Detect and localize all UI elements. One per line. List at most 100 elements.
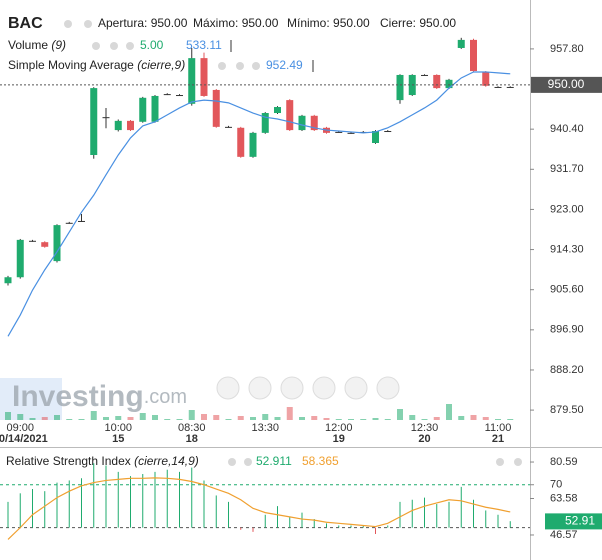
y-tick-label: 914.30 xyxy=(550,243,584,255)
icon[interactable] xyxy=(496,458,504,466)
volume-bar xyxy=(409,415,416,420)
y-tick-label: 957.80 xyxy=(550,43,584,55)
x-tick-label: 10:00 xyxy=(104,422,132,434)
legend-value: 5.00 xyxy=(140,38,164,52)
volume-bar xyxy=(348,419,354,420)
icon[interactable] xyxy=(236,62,244,70)
icon[interactable] xyxy=(92,42,100,50)
tool-button[interactable] xyxy=(376,376,400,400)
x-tick-day: 18 xyxy=(186,433,198,445)
y-tick-label: 63.58 xyxy=(550,492,578,504)
rsi-current-box xyxy=(545,513,602,530)
volume-bar xyxy=(5,412,11,420)
last-price-box xyxy=(531,76,602,93)
icon[interactable] xyxy=(218,62,226,70)
legend-value: 950.00 xyxy=(242,16,279,30)
volume-bar xyxy=(201,414,207,420)
candle-body xyxy=(163,94,171,96)
volume-bar xyxy=(225,419,232,420)
volume-bar xyxy=(433,417,440,420)
candle-body xyxy=(102,117,110,119)
legend-name: Simple Moving Average xyxy=(8,58,134,72)
icon[interactable] xyxy=(110,42,118,50)
volume-bar xyxy=(176,419,183,420)
y-tick-label: 46.57 xyxy=(550,529,578,541)
watermark-brand: Investing xyxy=(12,380,144,413)
legend-value: 950.00 xyxy=(151,16,188,30)
last-price-label: 950.00 xyxy=(548,77,585,91)
legend-label: Mínimo: xyxy=(287,16,330,30)
volume-bar xyxy=(397,409,403,420)
candle-body xyxy=(225,126,232,128)
volume-bar xyxy=(323,418,330,420)
candle-body xyxy=(188,58,196,104)
candle-body xyxy=(212,89,220,127)
volume-bar xyxy=(470,415,477,420)
icon[interactable] xyxy=(514,458,522,466)
sma-line xyxy=(7,71,511,337)
volume-bar xyxy=(311,416,318,420)
y-tick-label: 923.00 xyxy=(550,203,584,215)
volume-bar xyxy=(299,417,305,420)
x-tick-day: 20 xyxy=(418,433,430,445)
legend-value: 950.00 xyxy=(333,16,370,30)
candle-body xyxy=(384,131,392,133)
y-tick-label: 940.40 xyxy=(550,123,584,135)
candle-body xyxy=(261,113,269,133)
candle-body xyxy=(506,86,514,88)
volume-bar xyxy=(164,419,171,420)
icon[interactable] xyxy=(84,20,92,28)
tool-button[interactable] xyxy=(280,376,304,400)
candle-body xyxy=(176,95,183,97)
candle-body xyxy=(114,120,122,131)
candle-body xyxy=(53,225,61,262)
toolbar xyxy=(216,376,400,400)
legend-value: 950.00 xyxy=(419,16,456,30)
volume-bar xyxy=(103,417,109,420)
icon[interactable] xyxy=(126,42,134,50)
volume-bar xyxy=(127,417,134,420)
candle-body xyxy=(494,86,502,88)
rsi-current-label: 52.91 xyxy=(565,514,595,528)
icon[interactable] xyxy=(252,62,260,70)
y-tick-label: 905.60 xyxy=(550,284,584,296)
volume-bar xyxy=(507,419,514,420)
legend-params: (cierre,14,9) xyxy=(134,454,199,468)
volume-bar xyxy=(250,417,256,420)
icon[interactable] xyxy=(244,458,252,466)
candle-body xyxy=(139,97,147,122)
candle-body xyxy=(65,222,73,224)
legend-icons xyxy=(64,20,522,466)
volume-bar xyxy=(262,414,269,420)
candle-body xyxy=(298,115,306,131)
volume-bar xyxy=(372,418,379,420)
legend-value: 952.49 xyxy=(266,58,303,72)
y-tick-label: 70 xyxy=(550,479,562,491)
ohlc-legend: Mínimo: 950.00 xyxy=(287,16,370,30)
volume-legend: Volume (9) xyxy=(8,38,66,52)
rsi-signal-line xyxy=(7,477,511,540)
candle-body xyxy=(396,74,404,101)
volume-bar xyxy=(335,419,342,420)
tool-button[interactable] xyxy=(312,376,336,400)
x-tick-label: 11:00 xyxy=(485,422,512,434)
candle-body xyxy=(347,132,355,134)
icon[interactable] xyxy=(228,458,236,466)
y-tick-label: 888.20 xyxy=(550,364,584,376)
volume-bar xyxy=(78,419,85,420)
tool-button[interactable] xyxy=(248,376,272,400)
volume-bar xyxy=(66,419,73,420)
candle-body xyxy=(372,131,379,144)
legend-value: 533.11 xyxy=(186,38,222,52)
legend-value: 58.365 xyxy=(302,454,339,468)
tool-button[interactable] xyxy=(216,376,240,400)
volume-bar xyxy=(41,417,48,420)
tool-button[interactable] xyxy=(344,376,368,400)
candle-body xyxy=(237,127,245,157)
icon[interactable] xyxy=(64,20,72,28)
volume-bar xyxy=(29,418,36,420)
legend-label: Cierre: xyxy=(380,16,416,30)
x-tick-day: 19 xyxy=(333,433,345,445)
candle-body xyxy=(151,95,159,122)
